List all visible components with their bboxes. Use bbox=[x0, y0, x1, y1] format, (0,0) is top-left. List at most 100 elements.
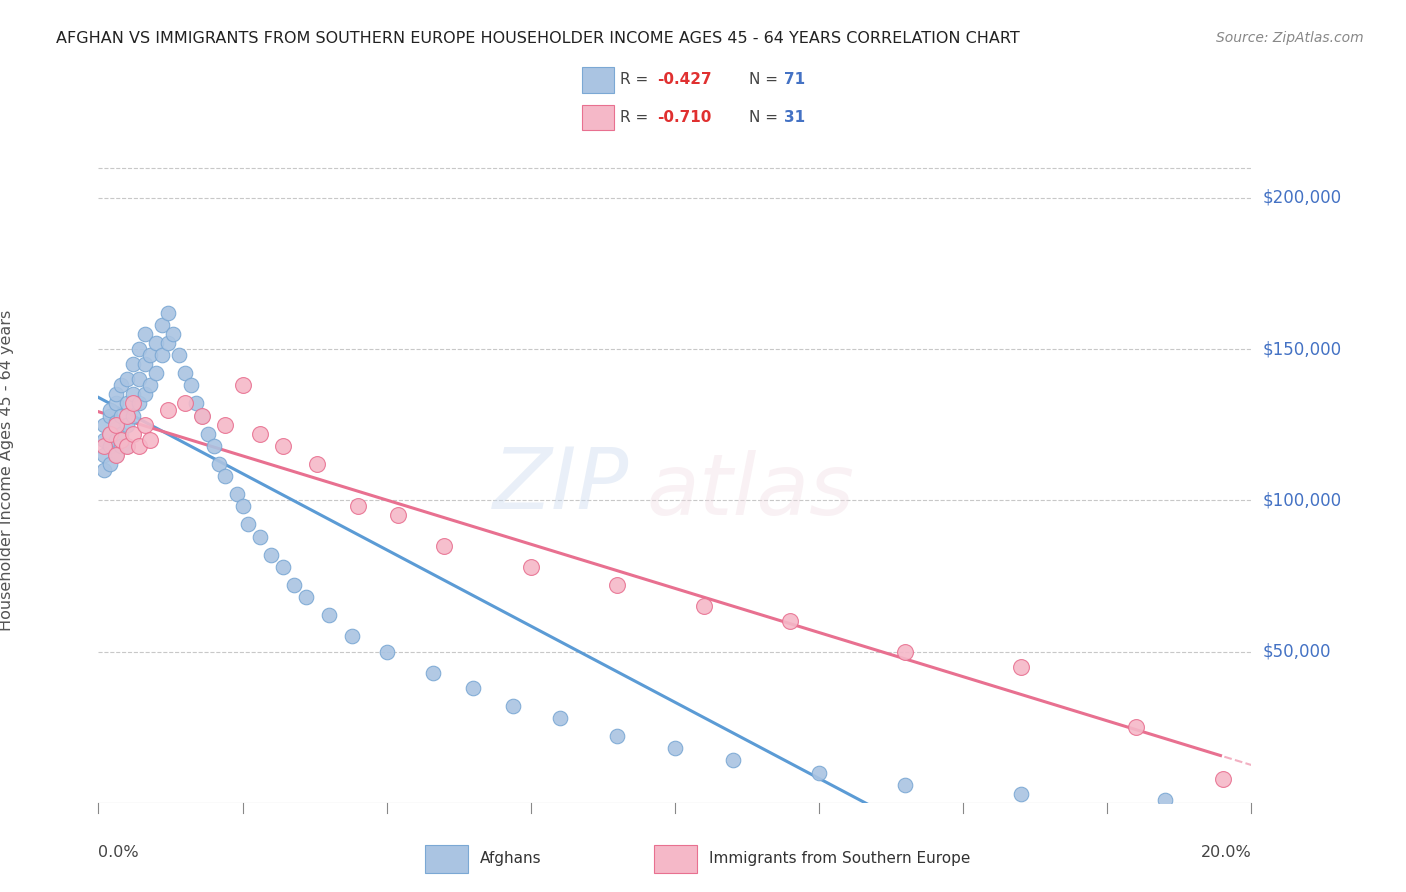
Point bbox=[894, 644, 917, 658]
Point bbox=[93, 439, 115, 453]
Point bbox=[387, 508, 409, 523]
Point bbox=[340, 629, 363, 643]
Point bbox=[122, 357, 145, 371]
Point bbox=[156, 336, 179, 351]
Point bbox=[156, 306, 179, 320]
Point bbox=[93, 463, 115, 477]
Point bbox=[128, 396, 150, 410]
Point bbox=[502, 698, 524, 713]
Point bbox=[104, 433, 127, 447]
Point bbox=[122, 409, 145, 423]
Text: Afghans: Afghans bbox=[481, 851, 541, 866]
Point bbox=[156, 402, 179, 417]
Text: AFGHAN VS IMMIGRANTS FROM SOUTHERN EUROPE HOUSEHOLDER INCOME AGES 45 - 64 YEARS : AFGHAN VS IMMIGRANTS FROM SOUTHERN EUROP… bbox=[56, 31, 1019, 46]
Point bbox=[191, 409, 214, 423]
Point bbox=[664, 741, 686, 756]
Point bbox=[214, 417, 236, 432]
Point bbox=[139, 378, 162, 392]
Point bbox=[104, 415, 127, 429]
Point bbox=[98, 426, 121, 441]
Point bbox=[238, 517, 260, 532]
Point bbox=[93, 417, 115, 432]
Point bbox=[1212, 772, 1234, 786]
Point bbox=[134, 417, 156, 432]
Point bbox=[122, 396, 145, 410]
Text: R =: R = bbox=[620, 72, 652, 87]
Point bbox=[249, 426, 271, 441]
Point bbox=[150, 318, 173, 332]
Point bbox=[422, 665, 444, 680]
Point bbox=[110, 378, 132, 392]
Text: $100,000: $100,000 bbox=[1263, 491, 1341, 509]
Point bbox=[117, 439, 138, 453]
Text: Source: ZipAtlas.com: Source: ZipAtlas.com bbox=[1216, 31, 1364, 45]
Text: 31: 31 bbox=[785, 110, 806, 125]
Point bbox=[283, 578, 305, 592]
Text: N =: N = bbox=[749, 72, 783, 87]
Point bbox=[225, 487, 247, 501]
Point bbox=[122, 387, 145, 401]
Point bbox=[375, 644, 398, 658]
Point bbox=[104, 387, 127, 401]
Point bbox=[110, 409, 132, 423]
Bar bbox=[582, 67, 614, 93]
Point bbox=[145, 336, 167, 351]
Point bbox=[307, 457, 329, 471]
Point bbox=[606, 578, 628, 592]
Point bbox=[145, 366, 167, 380]
Point bbox=[318, 608, 340, 623]
Text: 20.0%: 20.0% bbox=[1201, 845, 1251, 860]
Point bbox=[779, 615, 801, 629]
Point bbox=[520, 559, 543, 574]
Text: N =: N = bbox=[749, 110, 783, 125]
Point bbox=[139, 348, 162, 362]
Point bbox=[139, 433, 162, 447]
Text: R =: R = bbox=[620, 110, 652, 125]
Point bbox=[271, 439, 294, 453]
Point bbox=[104, 396, 127, 410]
Point bbox=[98, 426, 121, 441]
Point bbox=[1010, 659, 1032, 673]
Point bbox=[117, 417, 138, 432]
Point bbox=[93, 448, 115, 462]
Point bbox=[134, 387, 156, 401]
Point bbox=[117, 372, 138, 386]
Point bbox=[128, 372, 150, 386]
Point bbox=[249, 530, 271, 544]
Text: -0.427: -0.427 bbox=[657, 72, 711, 87]
Point bbox=[104, 448, 127, 462]
Point bbox=[260, 548, 283, 562]
Point bbox=[174, 366, 197, 380]
Point bbox=[894, 778, 917, 792]
Point bbox=[110, 439, 132, 453]
Point bbox=[295, 590, 318, 604]
Point bbox=[461, 681, 484, 695]
Point bbox=[98, 457, 121, 471]
Point bbox=[231, 500, 254, 514]
Point bbox=[271, 559, 294, 574]
Text: $50,000: $50,000 bbox=[1263, 642, 1331, 661]
Point bbox=[606, 729, 628, 743]
Text: Householder Income Ages 45 - 64 years: Householder Income Ages 45 - 64 years bbox=[0, 310, 14, 631]
Point bbox=[104, 448, 127, 462]
Text: -0.710: -0.710 bbox=[657, 110, 711, 125]
Point bbox=[150, 348, 173, 362]
Text: Immigrants from Southern Europe: Immigrants from Southern Europe bbox=[709, 851, 970, 866]
Point bbox=[122, 426, 145, 441]
Point bbox=[134, 357, 156, 371]
Point bbox=[93, 433, 115, 447]
Point bbox=[98, 402, 121, 417]
Bar bbox=[582, 104, 614, 130]
Point bbox=[117, 439, 138, 453]
Point bbox=[1010, 787, 1032, 801]
Point bbox=[202, 439, 225, 453]
Point bbox=[1153, 793, 1175, 807]
Text: $150,000: $150,000 bbox=[1263, 340, 1341, 358]
Text: 0.0%: 0.0% bbox=[98, 845, 139, 860]
Bar bbox=[654, 845, 697, 872]
Point bbox=[134, 326, 156, 341]
Point bbox=[197, 426, 219, 441]
Bar bbox=[425, 845, 468, 872]
Point bbox=[231, 378, 254, 392]
Point bbox=[162, 326, 184, 341]
